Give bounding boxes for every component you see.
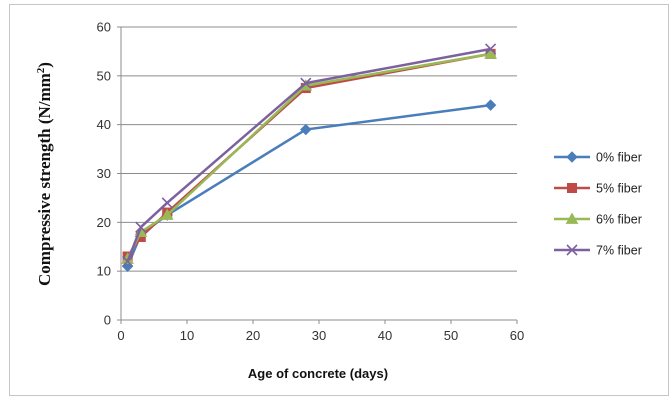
legend-label-2: 6% fiber [596, 213, 642, 227]
data-point-s0-3 [300, 123, 312, 136]
data-point-s3-0 [122, 255, 134, 267]
data-point-s3-3 [300, 77, 312, 89]
y-tick-label-50: 50 [97, 68, 111, 83]
x-tick-label-10: 10 [180, 328, 194, 343]
y-axis-label-superscript: 2 [35, 67, 47, 73]
legend-item-1: 5% fiber [554, 182, 642, 196]
data-point-s3-2 [161, 197, 173, 209]
x-tick-label-50: 50 [444, 328, 458, 343]
y-tick-label-20: 20 [97, 215, 111, 230]
x-tick-label-0: 0 [117, 328, 124, 343]
legend-label-3: 7% fiber [596, 244, 642, 258]
y-axis-label-close: ) [35, 62, 54, 68]
series-3 [122, 43, 497, 267]
legend-swatch-marker-3 [566, 244, 578, 256]
legend-swatch-marker-2 [565, 212, 579, 224]
y-axis-label-main: Compressive strength (N/mm [35, 73, 54, 286]
y-tick-label-40: 40 [97, 117, 111, 132]
legend-swatch-marker-1 [567, 183, 577, 193]
data-point-s3-4 [485, 43, 497, 55]
legend-label-1: 5% fiber [596, 182, 642, 196]
data-point-s2-2 [160, 208, 174, 220]
y-axis-label: Compressive strength (N/mm2) [35, 62, 54, 286]
y-tick-label-30: 30 [97, 166, 111, 181]
data-point-s2-4 [484, 47, 497, 59]
series-lines [121, 43, 497, 272]
y-tick-label-60: 60 [97, 20, 111, 35]
legend-item-2: 6% fiber [554, 212, 642, 227]
legend-label-0: 0% fiber [596, 151, 642, 165]
legend-swatch-marker-0 [566, 151, 578, 163]
x-tick-label-40: 40 [378, 328, 392, 343]
x-tick-label-20: 20 [246, 328, 260, 343]
x-axis-label: Age of concrete (days) [248, 366, 388, 381]
data-point-s0-4 [484, 99, 497, 111]
legend-item-3: 7% fiber [554, 244, 642, 258]
chart-frame [9, 4, 669, 396]
x-tick-label-60: 60 [510, 328, 524, 343]
series-1 [122, 48, 496, 262]
axes [117, 26, 518, 324]
series-0 [121, 99, 497, 272]
series-line-2 [126, 52, 491, 260]
legend-item-0: 0% fiber [554, 151, 642, 165]
y-tick-label-0: 0 [104, 313, 111, 328]
y-tick-label-10: 10 [97, 264, 111, 279]
legend: 0% fiber 5% fiber 6% fiber 7% fiber [554, 151, 642, 258]
x-tick-label-30: 30 [312, 328, 326, 343]
gridlines [121, 26, 517, 272]
data-point-s3-1 [135, 221, 147, 233]
tick-labels: 0 10 20 30 40 50 60 0 10 20 30 40 50 60 [97, 20, 525, 344]
